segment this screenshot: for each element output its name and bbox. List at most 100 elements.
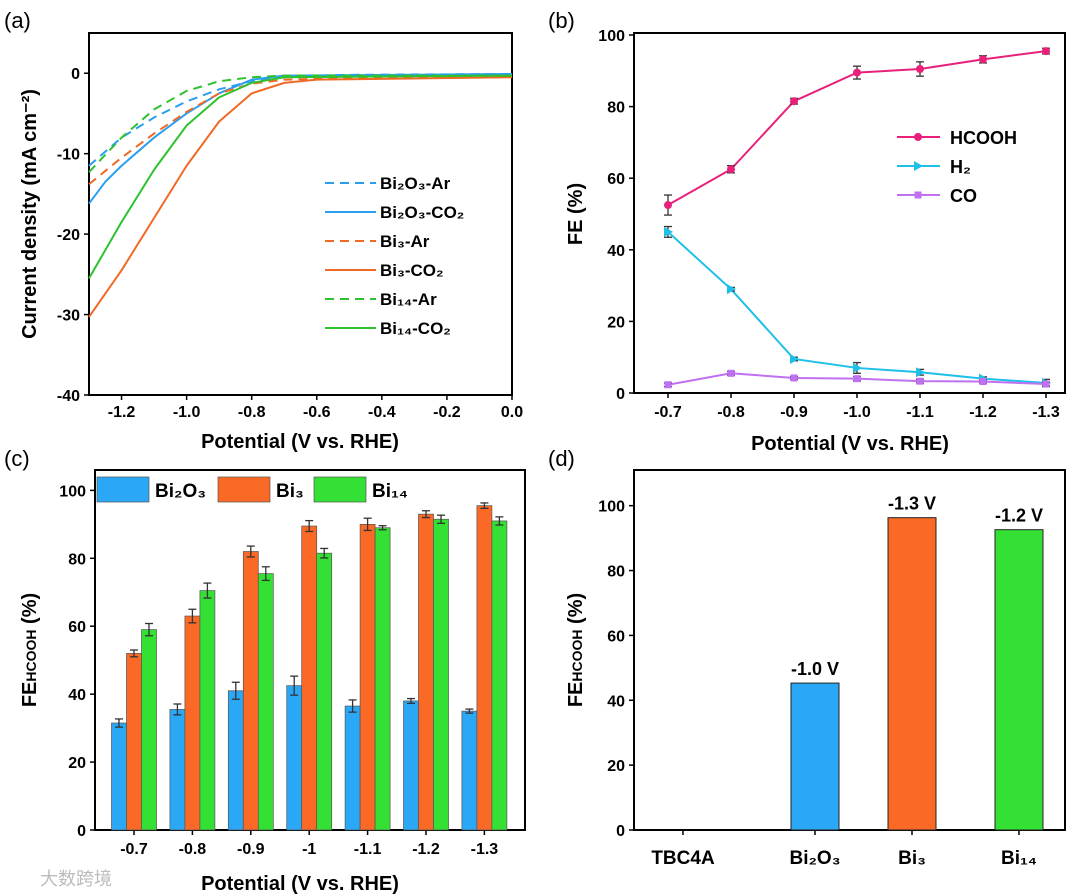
- c-bar: [257, 573, 274, 831]
- a-ytick-label: 0: [71, 66, 80, 83]
- a-series-line: [88, 74, 512, 173]
- b-xtick-label: -1.0: [843, 404, 871, 421]
- a-legend-label: Bi₂O₃-Ar: [380, 174, 451, 193]
- c-ytick-label: 0: [77, 823, 86, 840]
- c-bar: [184, 615, 201, 831]
- b-ytick-label: 20: [607, 314, 625, 331]
- b-legend-label: CO: [950, 186, 977, 206]
- b-data-point: [790, 97, 798, 106]
- a-legend-label: Bi₁₄-CO₂: [380, 319, 451, 338]
- b-data-point: [853, 68, 861, 77]
- c-bar: [359, 523, 376, 831]
- b-xtick-label: -0.9: [780, 404, 808, 421]
- d-data-label: -1.3 V: [888, 494, 936, 514]
- b-ytick-label: 80: [607, 100, 625, 117]
- a-series-line: [88, 73, 513, 167]
- panel-label-b: (b): [548, 8, 575, 33]
- b-ytick-label: 60: [607, 171, 625, 188]
- c-bar: [301, 525, 318, 831]
- c-ytick-label: 80: [68, 551, 86, 568]
- b-data-point: [664, 381, 672, 389]
- c-xtick-label: -1.1: [354, 841, 382, 858]
- b-data-point: [853, 362, 862, 373]
- a-ytick-label: -30: [57, 308, 80, 325]
- a-xtick-label: -0.2: [433, 404, 461, 421]
- c-ytick-label: 100: [59, 483, 86, 500]
- c-legend-label: Bi₂O₃: [155, 481, 206, 502]
- d-ytick-label: 40: [607, 693, 625, 710]
- a-axes-frame: [88, 32, 513, 396]
- b-data-point: [790, 353, 799, 364]
- c-bar: [374, 527, 391, 831]
- b-xtick-label: -0.7: [654, 404, 682, 421]
- b-xtick-label: -1.1: [906, 404, 934, 421]
- d-data-label: -1.2 V: [995, 506, 1043, 526]
- b-ytick-label: 0: [616, 386, 625, 403]
- d-ytick-label: 80: [607, 564, 625, 581]
- b-axes-frame: [633, 32, 1066, 394]
- b-data-point: [853, 375, 861, 383]
- b-legend-marker: [914, 191, 922, 199]
- b-legend-label: HCOOH: [950, 128, 1017, 148]
- b-series-line: [667, 231, 1047, 384]
- c-xtick-label: -1.3: [471, 841, 499, 858]
- b-data-point: [664, 201, 672, 210]
- a-ylabel: Current density (mA cm⁻²): [19, 89, 41, 339]
- c-bar: [169, 709, 186, 831]
- b-xtick-label: -1.3: [1032, 404, 1060, 421]
- c-bar: [199, 590, 216, 831]
- c-ytick-label: 20: [68, 755, 86, 772]
- c-legend-swatch: [96, 476, 150, 503]
- b-data-point: [1042, 47, 1050, 56]
- c-bar: [476, 505, 493, 831]
- c-bar: [111, 722, 127, 831]
- a-xlabel: Potential (V vs. RHE): [201, 431, 399, 453]
- a-legend-label: Bi₂O₃-CO₂: [380, 203, 464, 222]
- d-ytick-label: 0: [616, 823, 625, 840]
- d-xtick-label: Bi₂O₃: [789, 848, 840, 869]
- panel-label-d: (d): [548, 446, 575, 471]
- a-xtick-label: -0.4: [368, 404, 396, 421]
- a-legend-label: Bi₃-CO₂: [380, 261, 444, 280]
- panel-label-c: (c): [4, 446, 30, 471]
- a-series-line: [88, 74, 513, 279]
- c-legend-swatch: [217, 476, 271, 503]
- b-xtick-label: -1.2: [969, 404, 997, 421]
- b-ytick-label: 40: [607, 243, 625, 260]
- a-series-line: [88, 76, 513, 318]
- b-data-point: [979, 378, 987, 386]
- b-data-point: [916, 65, 924, 74]
- b-data-point: [916, 377, 924, 385]
- c-bar: [126, 653, 142, 831]
- d-axes-frame: [633, 469, 1066, 831]
- d-xtick-label: Bi₃: [898, 848, 926, 869]
- c-bar: [242, 551, 259, 831]
- b-legend-marker: [914, 161, 923, 171]
- b-data-point: [790, 374, 798, 382]
- b-xlabel: Potential (V vs. RHE): [751, 433, 949, 455]
- b-legend-marker: [914, 133, 922, 141]
- b-data-point: [727, 284, 736, 295]
- d-ylabel: FEHCOOH (%): [565, 593, 587, 707]
- a-xtick-label: -1.2: [108, 404, 136, 421]
- b-ytick-label: 100: [598, 28, 625, 45]
- c-ylabel: FEHCOOH (%): [19, 593, 41, 707]
- c-bar: [491, 520, 508, 831]
- d-ytick-label: 100: [598, 499, 625, 516]
- a-ytick-label: -10: [57, 147, 80, 164]
- d-xtick-label: TBC4A: [651, 848, 715, 869]
- b-data-point: [664, 226, 673, 237]
- c-bar: [286, 685, 303, 831]
- c-xtick-label: -0.8: [179, 841, 207, 858]
- c-bar: [461, 710, 478, 831]
- panel-label-a: (a): [4, 8, 31, 33]
- a-xtick-label: -0.6: [303, 404, 331, 421]
- c-bar: [344, 705, 361, 831]
- b-ylabel: FE (%): [565, 183, 587, 245]
- b-legend-label: H₂: [950, 157, 971, 177]
- a-series-line: [88, 76, 513, 186]
- b-data-point: [1042, 380, 1050, 388]
- c-ytick-label: 60: [68, 619, 86, 636]
- d-bar: [790, 682, 840, 831]
